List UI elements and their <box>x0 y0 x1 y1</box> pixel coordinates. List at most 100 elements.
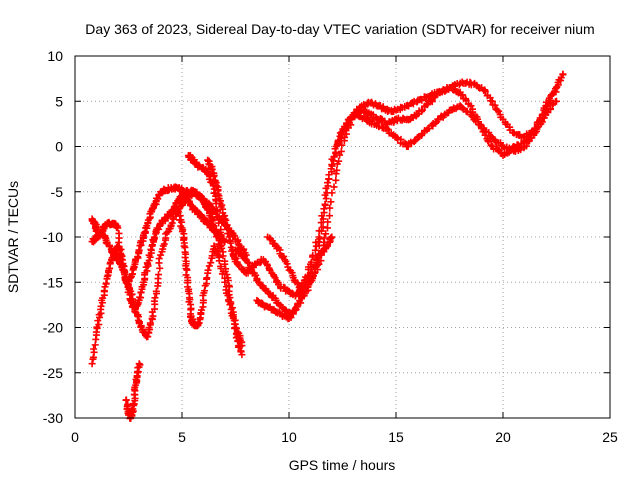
y-tick-label: 0 <box>55 139 63 155</box>
data-point <box>97 302 105 310</box>
data-point <box>319 223 327 231</box>
x-tick-label: 0 <box>71 429 79 445</box>
data-point <box>484 137 492 145</box>
data-point <box>330 183 338 191</box>
data-point <box>536 116 544 124</box>
data-point <box>232 334 240 342</box>
data-point <box>324 224 332 232</box>
data-point <box>481 87 489 95</box>
data-point <box>207 259 215 267</box>
data-point <box>326 204 334 212</box>
data-points <box>88 70 567 422</box>
y-tick-label: -25 <box>43 365 63 381</box>
data-point <box>143 267 151 275</box>
data-point <box>334 137 342 145</box>
data-point <box>326 212 334 220</box>
data-point <box>337 147 345 155</box>
data-point <box>328 168 336 176</box>
data-point <box>95 321 103 329</box>
data-point <box>232 254 240 262</box>
data-point <box>553 97 560 105</box>
x-tick-label: 15 <box>388 429 404 445</box>
data-point <box>238 351 246 359</box>
x-tick-label: 10 <box>281 429 297 445</box>
data-point <box>244 259 252 267</box>
data-point <box>336 151 344 159</box>
series-track-3 <box>88 186 225 313</box>
y-tick-label: -30 <box>43 410 63 426</box>
data-point <box>328 189 336 197</box>
data-point <box>327 198 335 206</box>
data-point <box>547 96 555 104</box>
x-tick-label: 20 <box>495 429 511 445</box>
data-point <box>198 306 206 314</box>
data-point <box>152 287 160 295</box>
series-track-6 <box>184 151 246 359</box>
data-point <box>221 260 229 268</box>
y-axis-label: SDTVAR / TECUs <box>5 181 21 293</box>
data-point <box>135 360 143 368</box>
data-point <box>224 230 232 238</box>
data-point <box>252 271 260 279</box>
data-point <box>230 317 238 325</box>
data-point <box>309 251 317 259</box>
x-ticks: 0 5 10 15 20 25 <box>71 56 618 445</box>
data-point <box>210 173 218 181</box>
data-point <box>280 252 288 260</box>
data-point <box>221 215 229 223</box>
data-point <box>211 177 219 185</box>
data-point <box>331 145 339 153</box>
data-point <box>485 129 493 137</box>
data-point <box>265 290 273 298</box>
data-point <box>223 271 231 279</box>
data-point <box>459 91 467 99</box>
data-point <box>140 229 148 237</box>
data-point <box>155 271 163 279</box>
data-point <box>117 251 125 259</box>
data-point <box>543 103 551 111</box>
y-tick-label: 5 <box>55 93 63 109</box>
data-point <box>333 166 341 174</box>
data-point <box>150 233 158 241</box>
data-point <box>317 227 325 235</box>
data-point <box>221 278 229 286</box>
data-point <box>180 242 188 250</box>
data-point <box>234 260 242 268</box>
data-point <box>88 360 96 368</box>
data-point <box>328 233 336 241</box>
y-tick-label: -10 <box>43 229 63 245</box>
data-point <box>324 218 332 226</box>
data-point <box>297 299 305 307</box>
data-point <box>168 219 176 227</box>
data-point <box>311 246 319 254</box>
data-point <box>155 255 163 263</box>
data-point <box>336 129 344 137</box>
data-point <box>135 246 143 254</box>
data-point <box>218 244 226 252</box>
data-point <box>229 308 237 316</box>
data-point <box>287 314 295 322</box>
data-point <box>495 107 503 115</box>
data-point <box>228 304 236 312</box>
data-point <box>318 247 326 255</box>
chart-title: Day 363 of 2023, Sidereal Day-to-day VTE… <box>85 21 594 37</box>
data-point <box>204 266 212 274</box>
data-point <box>384 126 392 134</box>
data-point <box>219 252 227 260</box>
data-point <box>114 224 122 232</box>
data-point <box>146 319 154 327</box>
data-point <box>300 276 308 284</box>
data-point <box>122 396 130 404</box>
data-point <box>463 107 471 115</box>
data-point <box>559 70 567 78</box>
data-point <box>354 107 362 115</box>
data-point <box>160 240 168 248</box>
data-point <box>335 157 343 165</box>
data-point <box>330 153 338 161</box>
data-point <box>320 209 328 217</box>
data-point <box>157 251 165 259</box>
data-point <box>462 96 470 104</box>
data-point <box>319 215 327 223</box>
data-point <box>90 345 98 353</box>
